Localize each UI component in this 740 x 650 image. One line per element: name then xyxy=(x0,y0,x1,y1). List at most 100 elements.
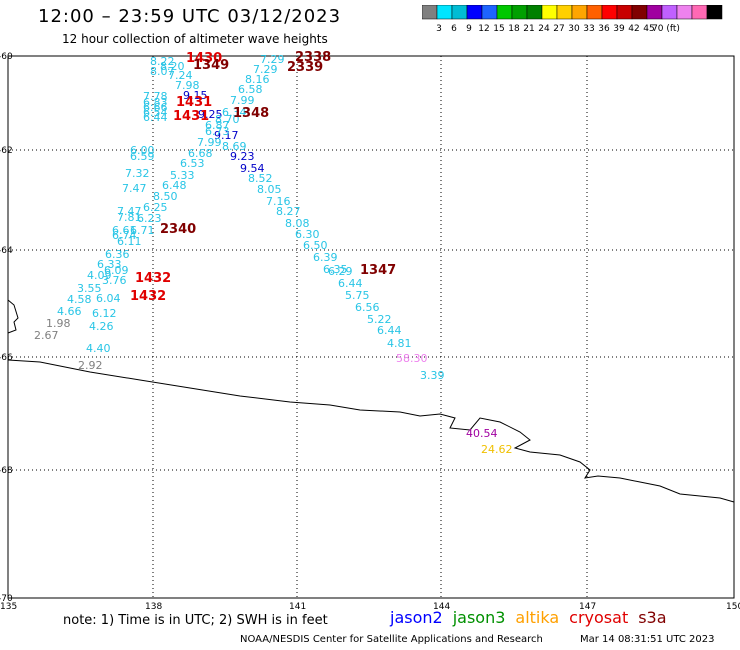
page-title: 12:00 – 23:59 UTC 03/12/2023 xyxy=(38,6,342,27)
colorbar-swatch xyxy=(526,5,543,20)
lon-label: 138 xyxy=(145,602,163,612)
wave-height-label: 2.92 xyxy=(78,359,103,372)
lat-label: -60 xyxy=(0,52,13,62)
pass-time-label: 1348 xyxy=(233,106,270,121)
colorbar-label: 15 xyxy=(493,24,504,34)
colorbar-swatch xyxy=(661,5,678,20)
colorbar-swatch xyxy=(436,5,453,20)
pass-time-label: 1431 xyxy=(176,95,213,110)
wave-height-label: 6.44 xyxy=(377,324,402,337)
colorbar-swatch xyxy=(511,5,528,20)
lon-label: 150 xyxy=(726,602,740,612)
wave-height-label: 6.39 xyxy=(313,251,338,264)
wave-height-label: 6.12 xyxy=(92,307,117,320)
colorbar-label: 21 xyxy=(523,24,534,34)
wave-height-label: 9.54 xyxy=(240,162,265,175)
wave-height-label: 6.11 xyxy=(117,235,142,248)
wave-height-label: 9.23 xyxy=(230,150,255,163)
colorbar-swatch xyxy=(706,5,723,20)
wave-height-label: 8.05 xyxy=(257,183,282,196)
wave-height-label: 4.40 xyxy=(86,342,111,355)
wave-height-label: 6.04 xyxy=(96,292,121,305)
colorbar-swatch xyxy=(691,5,708,20)
wave-height-label: 6.83 xyxy=(143,96,168,109)
lat-label: -68 xyxy=(0,466,13,476)
colorbar-swatch xyxy=(481,5,498,20)
colorbar-label: 27 xyxy=(553,24,564,34)
satellite-legend-jason3: jason3 xyxy=(452,608,506,627)
wave-height-label: 6.33 xyxy=(97,258,122,271)
colorbar-label: 70 (ft) xyxy=(652,24,680,34)
wave-height-label: 9.17 xyxy=(214,129,239,142)
colorbar-swatch xyxy=(631,5,648,20)
colorbar-label: 45 xyxy=(643,24,654,34)
lat-label: -70 xyxy=(0,594,13,604)
wave-height-label: 4.58 xyxy=(67,293,92,306)
wave-height-label: 4.26 xyxy=(89,320,114,333)
colorbar-swatch xyxy=(601,5,618,20)
wave-height-label: 7.16 xyxy=(266,195,291,208)
wave-height-label: 6.44 xyxy=(143,111,168,124)
colorbar-swatch xyxy=(466,5,483,20)
wave-height-label: 5.75 xyxy=(345,289,370,302)
wave-height-label: 5.33 xyxy=(170,169,195,182)
lon-label: 135 xyxy=(0,602,18,612)
wave-height-label: 6.53 xyxy=(180,157,205,170)
footer-timestamp: Mar 14 08:31:51 UTC 2023 xyxy=(580,634,715,645)
wave-height-label: 6.61 xyxy=(112,224,137,237)
footer-note: note: 1) Time is in UTC; 2) SWH is in fe… xyxy=(63,613,328,628)
colorbar-swatch xyxy=(646,5,663,20)
pass-time-label: 2338 xyxy=(295,50,332,65)
lon-label: 141 xyxy=(289,602,307,612)
wave-height-label: 7.24 xyxy=(168,69,193,82)
wave-height-label: 6.56 xyxy=(355,301,380,314)
antarctic-coastline xyxy=(7,299,735,503)
colorbar-label: 24 xyxy=(538,24,550,34)
colorbar-swatch xyxy=(586,5,603,20)
pass-time-label: 1430 xyxy=(186,51,223,66)
grid-lines xyxy=(8,56,734,598)
colorbar-label: 18 xyxy=(508,24,520,34)
colorbar-label: 12 xyxy=(478,24,489,34)
wave-height-label: 8.70 xyxy=(215,113,240,126)
wave-height-label: 6.58 xyxy=(238,83,263,96)
wave-height-label: 5.22 xyxy=(367,313,392,326)
wave-height-label: 4.66 xyxy=(57,305,82,318)
wave-height-label: 7.98 xyxy=(175,79,200,92)
pass-time-label: 2340 xyxy=(160,222,197,237)
wave-height-label: 7.99 xyxy=(197,136,222,149)
wave-height-label: 4.09 xyxy=(87,269,112,282)
colorbar-label: 9 xyxy=(466,24,472,34)
colorbar-swatch xyxy=(451,5,468,20)
footer-credit: NOAA/NESDIS Center for Satellite Applica… xyxy=(240,634,543,645)
colorbar-label: 33 xyxy=(583,24,594,34)
wave-height-label: 6.25 xyxy=(143,201,168,214)
wave-height-label: 7.29 xyxy=(253,63,278,76)
wave-height-label: 7.81 xyxy=(117,211,142,224)
wave-height-label: 8.52 xyxy=(248,172,273,185)
wave-height-label: 6.09 xyxy=(104,264,129,277)
wave-height-label: 6.50 xyxy=(303,239,328,252)
wave-height-label: 6.66 xyxy=(143,101,168,114)
pass-time-label: 1432 xyxy=(130,289,167,304)
wave-height-label: 6.68 xyxy=(188,147,213,160)
wave-height-label: 6.44 xyxy=(338,277,363,290)
lon-label: 147 xyxy=(579,602,597,612)
wave-height-label: 6.29 xyxy=(328,265,353,278)
wave-height-label: 8.07 xyxy=(150,65,175,78)
wave-height-label: 8.22 xyxy=(150,55,175,68)
colorbar-swatch xyxy=(541,5,558,20)
lon-label: 144 xyxy=(433,602,451,612)
colorbar-label: 36 xyxy=(598,24,610,34)
wave-height-label: 3.76 xyxy=(102,274,127,287)
wave-height-label: 8.50 xyxy=(153,190,178,203)
wave-height-label: 24.62 xyxy=(481,443,513,456)
wave-height-label: 4.81 xyxy=(387,337,412,350)
colorbar-label: 30 xyxy=(568,24,580,34)
pass-time-label: 2339 xyxy=(287,60,324,75)
wave-height-label: 6.71 xyxy=(130,224,155,237)
wave-height-label: 3.39 xyxy=(420,369,445,382)
wave-height-label: 1.98 xyxy=(46,317,71,330)
